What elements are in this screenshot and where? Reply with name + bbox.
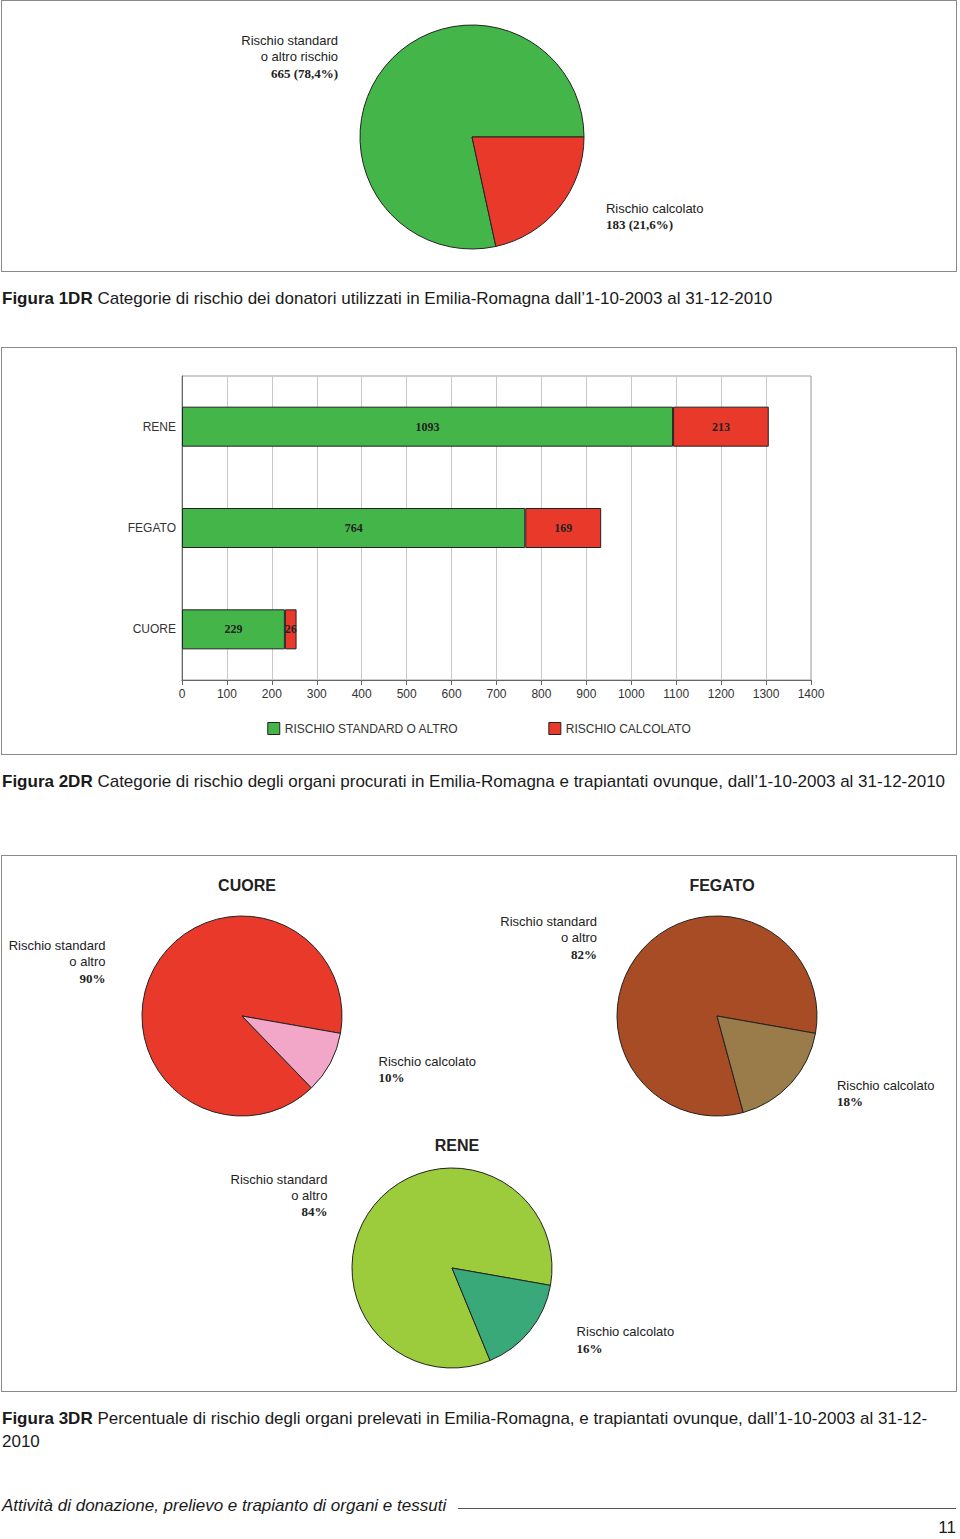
svg-text:Rischio standard: Rischio standard [241, 33, 338, 48]
svg-text:700: 700 [486, 687, 506, 701]
svg-text:Rischio standard: Rischio standard [9, 938, 106, 953]
svg-text:665 (78,4%): 665 (78,4%) [271, 66, 338, 81]
svg-text:Rischio calcolato: Rischio calcolato [577, 1324, 675, 1339]
svg-text:CUORE: CUORE [133, 622, 176, 636]
html-text:Attività di donazione, preliev: Attività di donazione, prelievo e trapia… [2, 1496, 447, 1515]
svg-text:o altro: o altro [561, 930, 597, 945]
svg-text:10%: 10% [379, 1070, 405, 1085]
svg-text:764: 764 [345, 521, 363, 535]
svg-text:1093: 1093 [416, 420, 440, 434]
html-text:Figura 3DR Percentuale di risc: Figura 3DR Percentuale di rischio degli … [2, 1409, 928, 1451]
svg-text:400: 400 [352, 687, 372, 701]
svg-text:82%: 82% [571, 947, 597, 962]
svg-text:169: 169 [554, 521, 572, 535]
svg-text:Rischio calcolato: Rischio calcolato [379, 1054, 477, 1069]
svg-text:1400: 1400 [798, 687, 825, 701]
html-text:11: 11 [938, 1518, 956, 1537]
svg-text:Rischio standard: Rischio standard [231, 1172, 328, 1187]
svg-text:1300: 1300 [753, 687, 780, 701]
svg-text:90%: 90% [79, 971, 105, 986]
svg-text:16%: 16% [577, 1341, 603, 1356]
svg-text:0: 0 [179, 687, 186, 701]
svg-text:200: 200 [262, 687, 282, 701]
svg-text:FEGATO: FEGATO [689, 877, 754, 894]
svg-text:RENE: RENE [435, 1137, 480, 1154]
svg-text:183 (21,6%): 183 (21,6%) [606, 217, 673, 232]
svg-text:84%: 84% [301, 1204, 327, 1219]
svg-text:26: 26 [285, 622, 297, 636]
svg-text:RISCHIO STANDARD O ALTRO: RISCHIO STANDARD O ALTRO [285, 722, 458, 736]
svg-text:100: 100 [217, 687, 237, 701]
svg-text:FEGATO: FEGATO [128, 521, 176, 535]
svg-text:o altro: o altro [69, 954, 105, 969]
svg-text:1100: 1100 [663, 687, 689, 701]
svg-text:900: 900 [576, 687, 596, 701]
svg-text:600: 600 [442, 687, 462, 701]
svg-text:o altro rischio: o altro rischio [261, 49, 338, 64]
svg-text:Rischio calcolato: Rischio calcolato [606, 201, 704, 216]
svg-text:800: 800 [531, 687, 551, 701]
html-text:Figura 1DR Categorie di rischi: Figura 1DR Categorie di rischio dei dona… [2, 289, 773, 308]
svg-text:1000: 1000 [618, 687, 645, 701]
svg-text:RISCHIO CALCOLATO: RISCHIO CALCOLATO [566, 722, 691, 736]
svg-text:Rischio standard: Rischio standard [500, 914, 597, 929]
svg-text:CUORE: CUORE [218, 877, 276, 894]
svg-text:o altro: o altro [291, 1188, 327, 1203]
svg-text:Rischio calcolato: Rischio calcolato [837, 1078, 935, 1093]
svg-text:1200: 1200 [708, 687, 735, 701]
svg-text:500: 500 [397, 687, 417, 701]
svg-text:18%: 18% [837, 1094, 863, 1109]
svg-text:300: 300 [307, 687, 327, 701]
svg-text:213: 213 [712, 420, 730, 434]
svg-text:RENE: RENE [143, 420, 176, 434]
html-text:Figura 2DR Categorie di rischi: Figura 2DR Categorie di rischio degli or… [2, 772, 946, 791]
svg-text:229: 229 [224, 622, 242, 636]
